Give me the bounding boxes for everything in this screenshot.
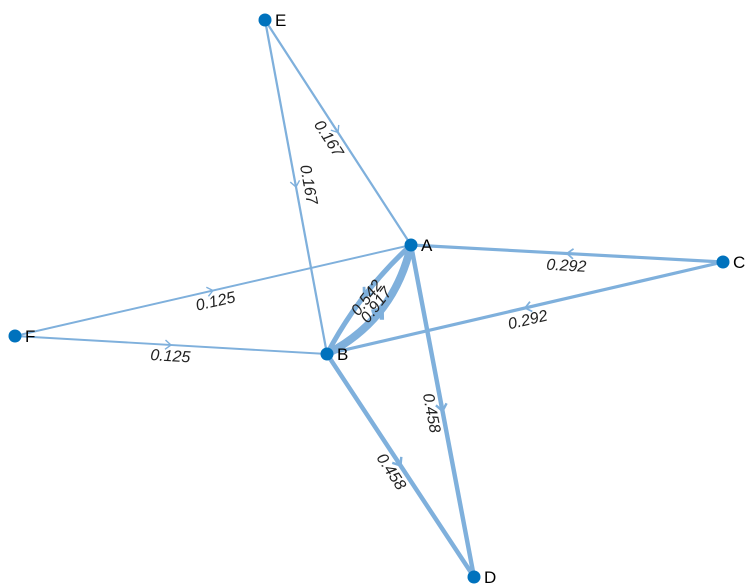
node-label-d: D	[484, 568, 496, 584]
node-e	[258, 13, 272, 27]
edge-arrow-b-a	[371, 307, 385, 320]
edge-weight-label: 0.292	[546, 257, 587, 276]
node-label-b: B	[337, 345, 348, 364]
edge-arrow-c-a	[566, 248, 575, 260]
node-label-e: E	[275, 11, 286, 30]
node-label-f: F	[25, 327, 35, 346]
edge-arrow-f-b	[164, 339, 172, 350]
edge-arrow-a-d	[435, 402, 448, 413]
node-label-a: A	[421, 236, 433, 255]
edge-arrow-a-b	[362, 286, 374, 298]
edge-arrow-e-b	[289, 180, 301, 188]
node-d	[467, 570, 481, 584]
node-a	[404, 238, 418, 252]
edge-arrow-b-d	[391, 456, 403, 467]
node-label-c: C	[733, 253, 745, 272]
node-c	[716, 255, 730, 269]
edge-weight-label: 0.167	[296, 164, 320, 208]
arrows-layer	[164, 124, 575, 467]
nodes-layer: A B C D E F	[8, 11, 745, 584]
edge-arrow-f-a	[206, 286, 214, 297]
edge-arrow-e-a	[330, 124, 340, 134]
edge-labels-layer: 0.1670.1670.1250.1250.2920.2920.9170.542…	[150, 117, 587, 493]
edge-weight-label: 0.125	[150, 347, 191, 366]
node-f	[8, 329, 22, 343]
edge-arrow-c-b	[524, 301, 533, 313]
node-b	[320, 347, 334, 361]
